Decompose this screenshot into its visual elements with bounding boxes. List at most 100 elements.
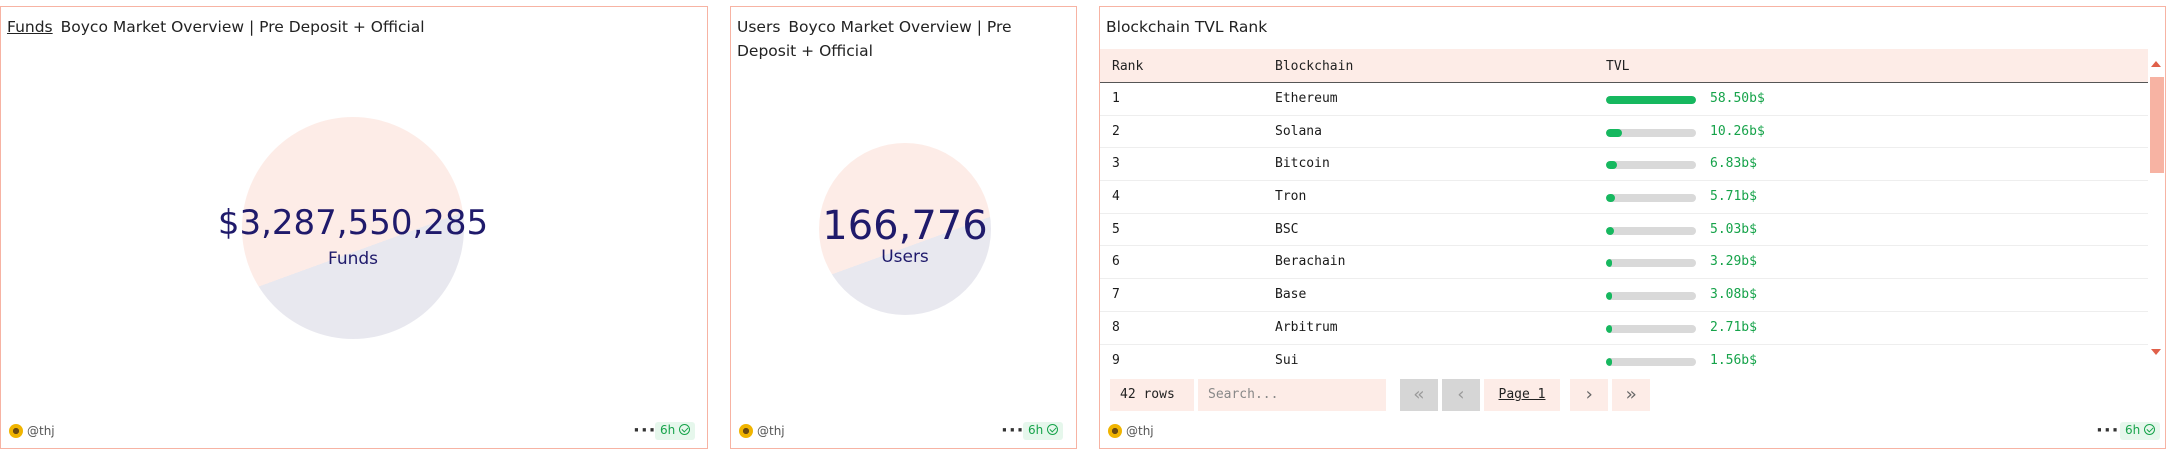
funds-panel: Funds Boyco Market Overview | Pre Deposit… — [0, 6, 708, 449]
prev-page-button[interactable]: ‹ — [1442, 379, 1480, 411]
panel-title[interactable]: Blockchain TVL Rank — [1106, 18, 1268, 36]
tvl-bar — [1606, 357, 1696, 366]
cell-rank: 8 — [1112, 319, 1120, 335]
cell-blockchain: Base — [1275, 287, 1307, 303]
tvl-bar — [1606, 194, 1696, 203]
scrollbar-thumb[interactable] — [2150, 77, 2164, 173]
panel-footer: @thj ··· 6h — [1100, 420, 2165, 441]
cell-blockchain: Arbitrum — [1275, 319, 1338, 335]
cell-tvl: 3.29b$ — [1710, 254, 1757, 270]
table-scrollbar[interactable] — [2147, 55, 2165, 355]
cell-tvl: 5.03b$ — [1710, 221, 1757, 237]
freshness-badge[interactable]: 6h — [1023, 422, 1064, 440]
tvl-bar — [1606, 161, 1696, 170]
table-row[interactable]: 8 Arbitrum 2.71b$ — [1100, 312, 2148, 345]
tvl-bar-fill — [1606, 96, 1696, 104]
tvl-bar-fill — [1606, 292, 1613, 301]
avatar[interactable] — [1108, 424, 1122, 438]
query-title[interactable]: Boyco Market Overview | Pre Deposit + Of… — [60, 18, 425, 36]
cell-rank: 6 — [1112, 254, 1120, 270]
freshness-text: 6h — [660, 423, 676, 437]
funds-label: Funds — [327, 249, 379, 269]
cell-rank: 2 — [1112, 123, 1120, 139]
panel-footer: @thj ··· 6h — [1, 420, 707, 441]
table-row[interactable]: 6 Berachain 3.29b$ — [1100, 246, 2148, 280]
table-body: 1 Ethereum 58.50b$ 2 Solana 10.26b$ 3 Bitcoin 6.… — [1100, 83, 2148, 369]
kind-label[interactable]: Funds — [7, 18, 53, 36]
avatar[interactable] — [739, 424, 753, 438]
panel-title: Funds Boyco Market Overview | Pre Deposit… — [7, 15, 697, 39]
cell-blockchain: Tron — [1275, 189, 1307, 205]
freshness-text: 6h — [1028, 423, 1044, 437]
tvl-bar — [1606, 292, 1696, 301]
more-dots-icon[interactable]: ··· — [1001, 420, 1025, 441]
cell-tvl: 3.08b$ — [1710, 287, 1757, 303]
cell-tvl: 2.71b$ — [1710, 319, 1757, 335]
more-dots-icon[interactable]: ··· — [2096, 420, 2120, 441]
author-handle[interactable]: @thj — [1126, 424, 1154, 438]
tvl-bar-fill — [1606, 324, 1613, 333]
cell-blockchain: BSC — [1275, 221, 1299, 237]
users-panel: Users Boyco Market Overview | Pre Deposit… — [730, 6, 1077, 449]
first-page-button[interactable]: « — [1400, 379, 1438, 411]
next-page-button[interactable]: › — [1570, 379, 1608, 411]
tvl-bar-fill — [1606, 226, 1614, 235]
table-row[interactable]: 2 Solana 10.26b$ — [1100, 116, 2148, 149]
tvl-rank-panel: Blockchain TVL Rank Rank Blockchain TVL … — [1099, 6, 2166, 449]
cell-rank: 3 — [1112, 156, 1120, 172]
freshness-badge[interactable]: 6h — [2120, 422, 2161, 440]
page-indicator[interactable]: Page 1 — [1484, 379, 1560, 411]
cell-tvl: 58.50b$ — [1710, 91, 1765, 106]
table-row[interactable]: 4 Tron 5.71b$ — [1100, 181, 2148, 214]
more-dots-icon[interactable]: ··· — [633, 420, 657, 441]
column-header-blockchain[interactable]: Blockchain — [1275, 59, 1354, 74]
tvl-bar-fill — [1606, 194, 1615, 203]
avatar[interactable] — [9, 424, 23, 438]
search-input[interactable]: Search... — [1198, 379, 1386, 411]
cell-rank: 7 — [1112, 287, 1120, 303]
cell-blockchain: Sui — [1275, 352, 1299, 368]
tvl-bar — [1606, 259, 1696, 268]
column-header-rank[interactable]: Rank — [1112, 59, 1144, 74]
cell-tvl: 6.83b$ — [1710, 156, 1757, 172]
funds-value: $3,287,550,285 — [217, 203, 489, 243]
check-circle-icon — [1047, 424, 1059, 435]
users-value: 166,776 — [822, 203, 988, 249]
table-row[interactable]: 7 Base 3.08b$ — [1100, 279, 2148, 312]
cell-blockchain: Bitcoin — [1275, 156, 1330, 172]
table-row[interactable]: 9 Sui 1.56b$ — [1100, 345, 2148, 370]
check-circle-icon — [679, 424, 691, 435]
panel-footer: @thj ··· 6h — [731, 420, 1076, 441]
cell-tvl: 5.71b$ — [1710, 189, 1757, 205]
table-row[interactable]: 3 Bitcoin 6.83b$ — [1100, 148, 2148, 182]
tvl-table: Rank Blockchain TVL 1 Ethereum 58.50b$ 2 Sol… — [1100, 49, 2148, 369]
tvl-bar-fill — [1606, 128, 1622, 137]
cell-blockchain: Ethereum — [1275, 91, 1338, 106]
tvl-bar — [1606, 128, 1696, 137]
table-row[interactable]: 5 BSC 5.03b$ — [1100, 214, 2148, 247]
scroll-up-icon[interactable] — [2151, 61, 2161, 67]
table-header: Rank Blockchain TVL — [1100, 49, 2148, 83]
cell-blockchain: Berachain — [1275, 254, 1346, 270]
freshness-text: 6h — [2125, 423, 2141, 437]
column-header-tvl[interactable]: TVL — [1606, 59, 1630, 74]
users-circle — [819, 143, 991, 315]
cell-tvl: 1.56b$ — [1710, 352, 1757, 368]
panel-title: Users Boyco Market Overview | Pre Deposit… — [737, 15, 1066, 63]
author-handle[interactable]: @thj — [27, 424, 55, 438]
scroll-down-icon[interactable] — [2151, 349, 2161, 355]
kind-label[interactable]: Users — [737, 18, 781, 36]
users-label: Users — [881, 247, 929, 267]
cell-rank: 5 — [1112, 221, 1120, 237]
last-page-button[interactable]: » — [1612, 379, 1650, 411]
cell-rank: 1 — [1112, 91, 1120, 106]
cell-blockchain: Solana — [1275, 123, 1322, 139]
table-row[interactable]: 1 Ethereum 58.50b$ — [1100, 83, 2148, 116]
cell-rank: 9 — [1112, 352, 1120, 368]
tvl-bar-fill — [1606, 357, 1613, 366]
funds-circle — [242, 117, 464, 339]
author-handle[interactable]: @thj — [757, 424, 785, 438]
cell-tvl: 10.26b$ — [1710, 123, 1765, 139]
query-title[interactable]: Boyco Market Overview | Pre Deposit + Of… — [737, 18, 1012, 60]
freshness-badge[interactable]: 6h — [655, 422, 696, 440]
